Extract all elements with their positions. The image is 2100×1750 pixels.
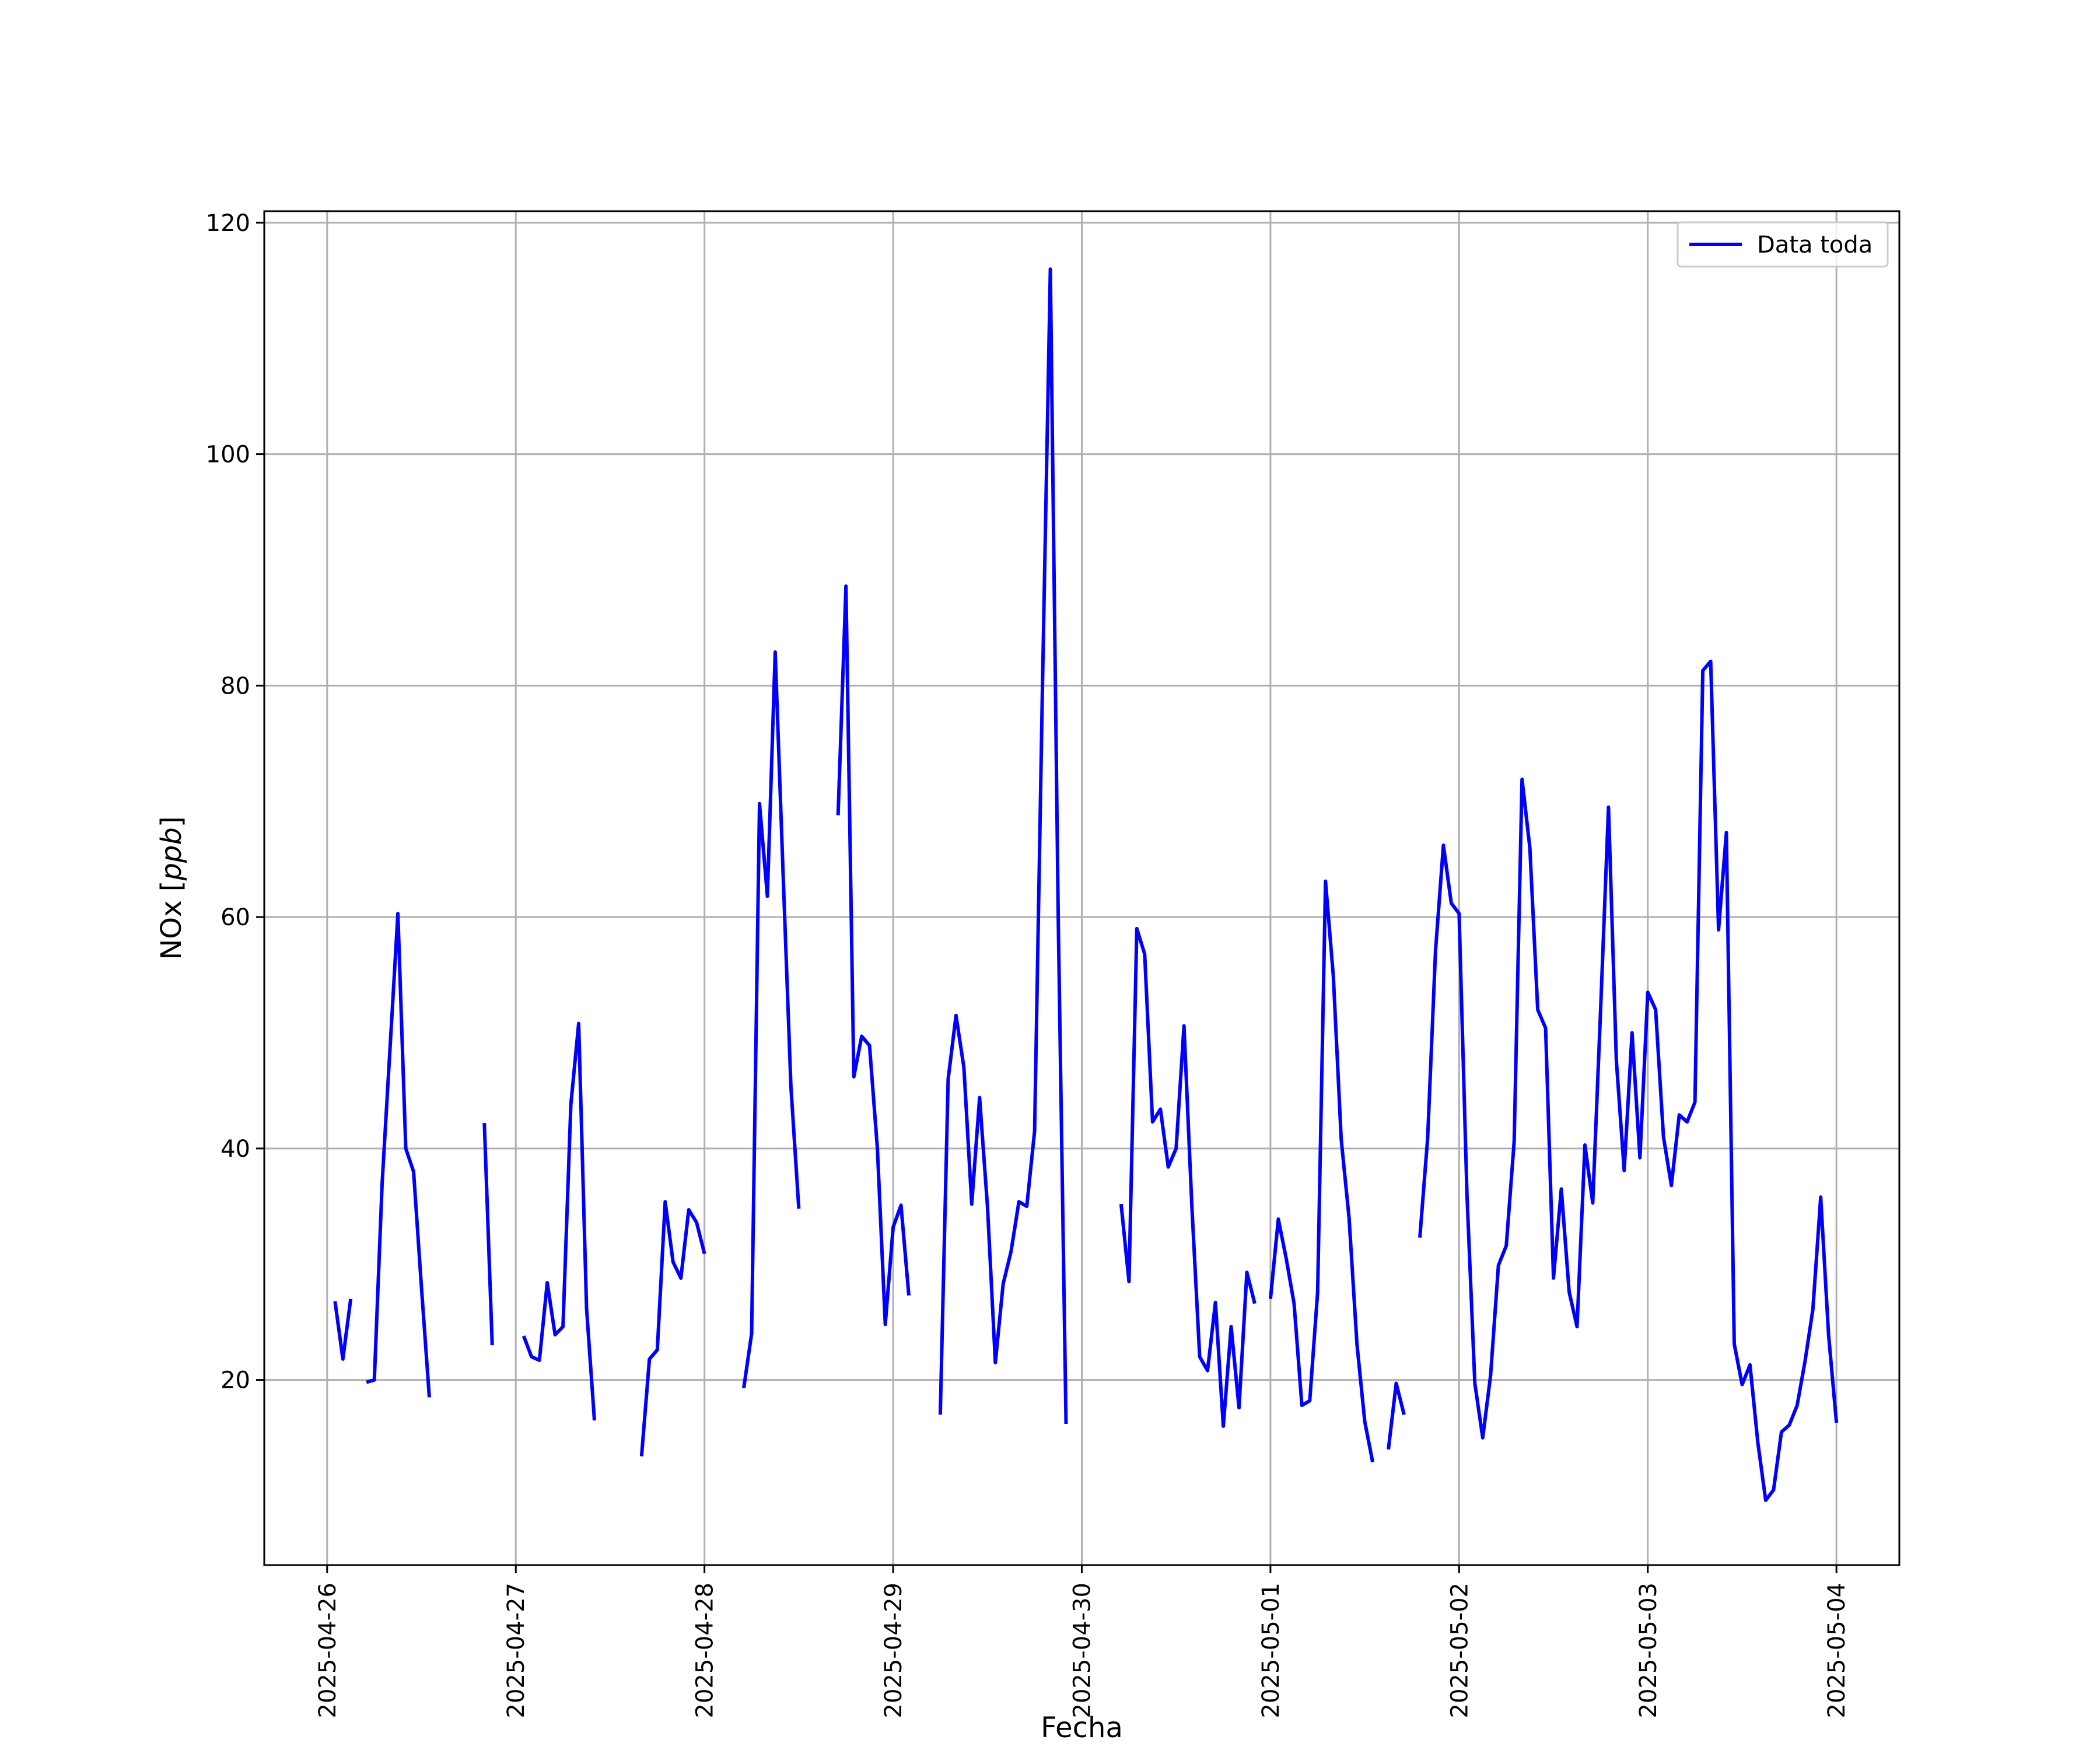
y-tick-label: 60 (220, 904, 250, 931)
series-line-segment (366, 912, 431, 1398)
y-axis-label: NOx [ppb] (155, 816, 188, 960)
x-axis-ticks: 2025-04-26 2025-04-27 2025-04-28 2025-04-29… (314, 1565, 1850, 1718)
y-tick-label: 40 (220, 1136, 250, 1163)
series-line-segment (1119, 926, 1256, 1428)
x-tick-label: 2025-04-26 (314, 1583, 341, 1718)
series-line-segment (1418, 659, 1839, 1502)
x-axis-label: Fecha (1041, 1712, 1123, 1744)
series-line-segment (482, 1123, 494, 1346)
y-tick-label: 100 (206, 442, 250, 468)
legend: Data toda (1676, 221, 1889, 268)
grid-lines (264, 211, 1899, 1565)
series-line-segment (742, 650, 801, 1388)
x-tick-label: 2025-05-01 (1258, 1583, 1284, 1718)
series-layer (333, 267, 1839, 1502)
y-axis-label-end: ] (155, 816, 188, 827)
x-tick-label: 2025-04-28 (692, 1583, 719, 1718)
series-line-segment (639, 1200, 706, 1457)
series-line-segment (1387, 1381, 1406, 1450)
x-tick-label: 2025-05-03 (1635, 1583, 1662, 1718)
y-axis-label-unit: ppb (155, 827, 188, 881)
series-line-segment (333, 1298, 353, 1361)
legend-entry-label: Data toda (1757, 232, 1873, 258)
x-tick-label: 2025-04-27 (503, 1583, 530, 1718)
legend-box (1676, 221, 1889, 268)
x-tick-label: 2025-04-29 (880, 1583, 907, 1718)
y-tick-label: 20 (220, 1367, 250, 1394)
y-axis-label-main: NOx [ (155, 881, 188, 960)
y-tick-label: 120 (206, 210, 250, 237)
series-line-segment (836, 584, 911, 1326)
series-line-segment (522, 1021, 596, 1421)
x-tick-label: 2025-04-30 (1069, 1583, 1096, 1718)
series-line-segment (1268, 879, 1375, 1462)
y-tick-label: 80 (220, 673, 250, 699)
series-line-segment (938, 267, 1068, 1424)
y-axis-ticks: 20 40 60 80 100 120 (206, 210, 264, 1394)
x-tick-label: 2025-05-04 (1824, 1583, 1850, 1718)
x-tick-label: 2025-05-02 (1446, 1583, 1473, 1718)
